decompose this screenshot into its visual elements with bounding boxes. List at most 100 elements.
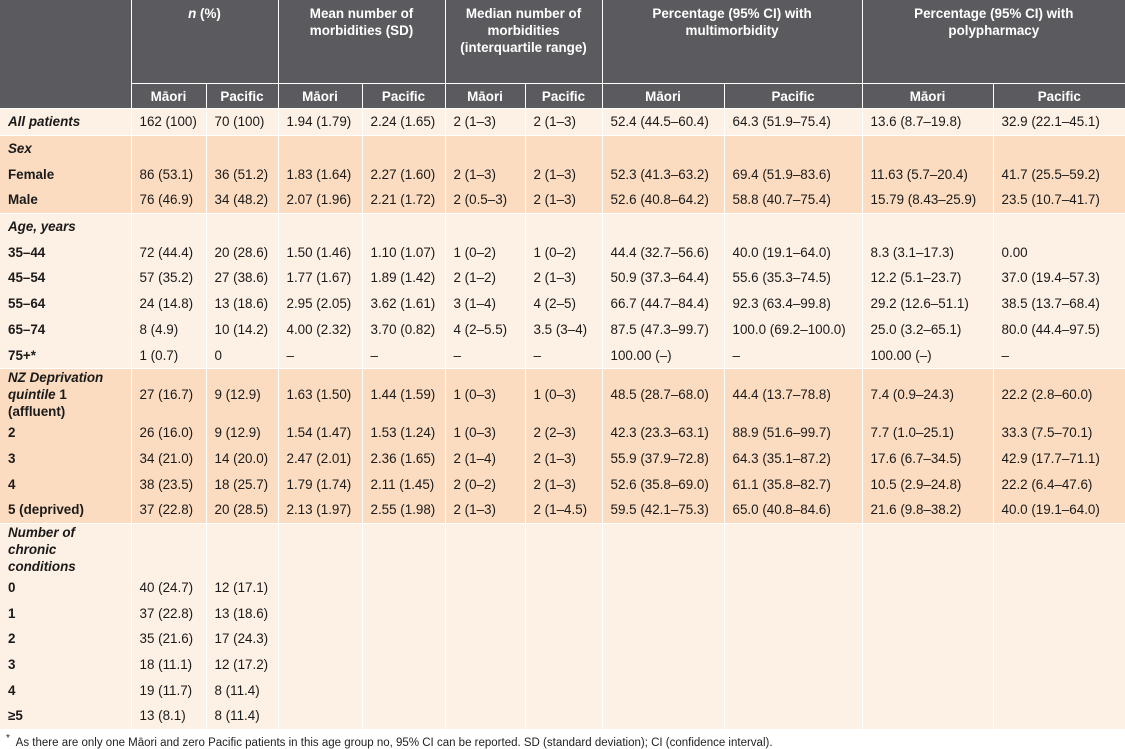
table-cell <box>525 703 603 729</box>
table-cell: 55.9 (37.9–72.8) <box>602 445 725 472</box>
table-cell: 57 (35.2) <box>131 265 207 291</box>
table-cell: 52.3 (41.3–63.2) <box>602 161 725 188</box>
row-label: 4 <box>0 677 132 704</box>
table-cell: 1 (0–3) <box>445 419 526 446</box>
table-row: 2 26 (16.0) 9 (12.9) 1.54 (1.47) 1.53 (1.24)… <box>0 419 1125 446</box>
subheader-pacific: Pacific <box>362 83 446 109</box>
table-cell: 27 (16.7) <box>131 367 207 420</box>
table-cell: 2 (1–4.5) <box>525 496 603 524</box>
table-cell: 13.6 (8.7–19.8) <box>862 108 994 136</box>
table-cell: 22.2 (6.4–47.6) <box>993 471 1125 497</box>
table-cell: 1.94 (1.79) <box>278 108 363 136</box>
table-cell: 86 (53.1) <box>131 161 207 188</box>
table-cell: – <box>525 342 603 369</box>
table-cell <box>862 574 994 601</box>
table-cell <box>362 212 446 240</box>
footnote-marker: * <box>6 732 10 744</box>
table-cell: 18 (25.7) <box>206 471 279 497</box>
table-row: Age, years <box>0 212 1125 240</box>
table-cell: 36 (51.2) <box>206 161 279 188</box>
table-cell: 64.3 (51.9–75.4) <box>724 108 863 136</box>
table-cell: 8 (4.9) <box>131 316 207 343</box>
table-cell: 40 (24.7) <box>131 574 207 601</box>
row-label: 2 <box>0 626 132 652</box>
table-cell: 37 (22.8) <box>131 600 207 626</box>
table-cell: 2.36 (1.65) <box>362 445 446 472</box>
table-cell <box>525 677 603 704</box>
table-cell: 100.00 (–) <box>602 342 725 369</box>
table-cell <box>278 600 363 626</box>
row-label: Female <box>0 161 132 188</box>
table-cell <box>993 703 1125 729</box>
table-cell: 13 (18.6) <box>206 600 279 626</box>
table-cell: 14 (20.0) <box>206 445 279 472</box>
table-cell: 52.6 (35.8–69.0) <box>602 471 725 497</box>
row-label: Number of chronic conditions <box>0 522 132 575</box>
table-cell <box>362 626 446 652</box>
table-cell: 2 (0–2) <box>445 471 526 497</box>
table-row: 4 38 (23.5) 18 (25.7) 1.79 (1.74) 2.11 (1.45… <box>0 471 1125 497</box>
table-cell <box>278 212 363 240</box>
table-cell: 2 (1–3) <box>445 161 526 188</box>
table-cell <box>206 522 279 575</box>
table-cell: 2 (1–3) <box>445 108 526 136</box>
table-cell: 3.5 (3–4) <box>525 316 603 343</box>
table-cell <box>131 134 207 162</box>
table-cell: 1.10 (1.07) <box>362 239 446 266</box>
table-cell: 1 (0.7) <box>131 342 207 369</box>
table-cell <box>724 134 863 162</box>
table-cell: 3.70 (0.82) <box>362 316 446 343</box>
table-cell: 42.3 (23.3–63.1) <box>602 419 725 446</box>
header-n: n (%) <box>131 0 279 84</box>
table-cell: 2 (1–4) <box>445 445 526 472</box>
table-cell: 41.7 (25.5–59.2) <box>993 161 1125 188</box>
table-cell: 2.07 (1.96) <box>278 187 363 214</box>
table-cell: 61.1 (35.8–82.7) <box>724 471 863 497</box>
table-cell <box>445 522 526 575</box>
header-row: n (%) Mean number of morbidities (SD) Me… <box>0 0 1125 109</box>
row-label: 65–74 <box>0 316 132 343</box>
subheader-pacific: Pacific <box>206 83 279 109</box>
table-cell <box>206 212 279 240</box>
table-cell <box>445 703 526 729</box>
table-cell: – <box>993 342 1125 369</box>
table-cell: 29.2 (12.6–51.1) <box>862 290 994 317</box>
table-cell: 26 (16.0) <box>131 419 207 446</box>
table-cell: 15.79 (8.43–25.9) <box>862 187 994 214</box>
table-row: Sex <box>0 134 1125 162</box>
table-cell: 3 (1–4) <box>445 290 526 317</box>
data-table: n (%) Mean number of morbidities (SD) Me… <box>0 0 1125 729</box>
table-cell: 2.21 (1.72) <box>362 187 446 214</box>
table-cell <box>445 574 526 601</box>
table-row: 55–64 24 (14.8) 13 (18.6) 2.95 (2.05) 3.62 (… <box>0 290 1125 317</box>
table-cell: 1.53 (1.24) <box>362 419 446 446</box>
table-row: 75+* 1 (0.7) 0– – – –100.00 (–) –100.00 (–) – <box>0 342 1125 369</box>
table-cell: 69.4 (51.9–83.6) <box>724 161 863 188</box>
table-cell: 11.63 (5.7–20.4) <box>862 161 994 188</box>
table-cell <box>862 677 994 704</box>
table-row: All patients 162 (100) 70 (100) 1.94 (1.79)… <box>0 108 1125 136</box>
table-cell: 64.3 (35.1–87.2) <box>724 445 863 472</box>
table-cell <box>724 574 863 601</box>
table-row: 5 (deprived) 37 (22.8) 20 (28.5) 2.13 (1.97… <box>0 496 1125 524</box>
table-cell: 2.95 (2.05) <box>278 290 363 317</box>
table-cell <box>445 677 526 704</box>
table-cell: 4 (2–5.5) <box>445 316 526 343</box>
table-cell: 2 (2–3) <box>525 419 603 446</box>
table-cell: 24 (14.8) <box>131 290 207 317</box>
table-cell: 2.13 (1.97) <box>278 496 363 524</box>
table-cell: 21.6 (9.8–38.2) <box>862 496 994 524</box>
table-cell: 2 (1–3) <box>525 187 603 214</box>
table-row: 3 34 (21.0) 14 (20.0) 2.47 (2.01) 2.36 (1.65… <box>0 445 1125 472</box>
header-corner <box>0 0 132 109</box>
header-mean: Mean number of morbidities (SD) <box>278 0 446 84</box>
table-cell <box>602 574 725 601</box>
header-multimorbidity: Percentage (95% CI) with multimorbidity <box>602 0 863 84</box>
table-cell: 55.6 (35.3–74.5) <box>724 265 863 291</box>
table-cell: 70 (100) <box>206 108 279 136</box>
table-cell <box>602 212 725 240</box>
table-cell: 50.9 (37.3–64.4) <box>602 265 725 291</box>
table-cell: 12 (17.2) <box>206 651 279 678</box>
table-cell: 1.50 (1.46) <box>278 239 363 266</box>
table-cell <box>206 134 279 162</box>
